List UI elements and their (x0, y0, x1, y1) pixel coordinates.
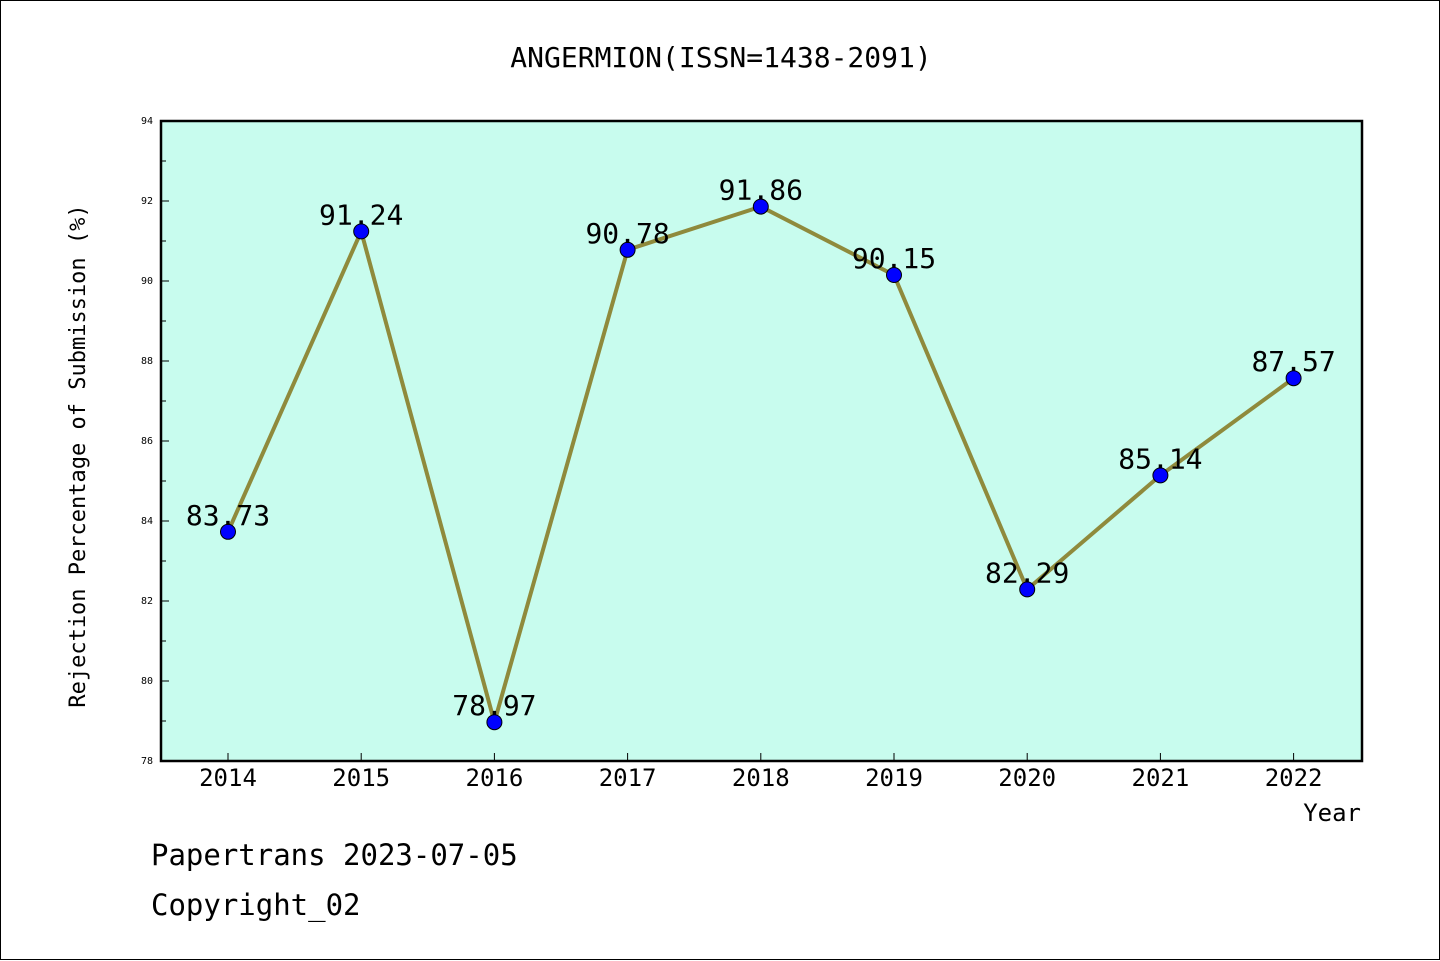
data-label: 85.14 (1118, 442, 1202, 475)
data-label: 83.73 (186, 499, 270, 532)
x-tick-label: 2019 (865, 764, 923, 792)
footer-copyright-text: Copyright_02 (151, 888, 361, 923)
data-label: 78.97 (452, 689, 536, 722)
y-axis-label: Rejection Percentage of Submission (%) (66, 204, 91, 707)
y-tick-label: 78 (141, 756, 153, 767)
data-label: 90.78 (585, 217, 669, 250)
data-point (220, 523, 236, 540)
y-tick-label: 82 (141, 596, 153, 607)
data-point (1152, 467, 1169, 484)
y-tick-label: 84 (141, 516, 153, 527)
y-tick-label: 92 (141, 196, 153, 207)
y-tick-label: 90 (141, 276, 153, 287)
x-tick-label: 2020 (998, 764, 1056, 792)
plot-border (159, 119, 1364, 763)
data-point (1019, 581, 1036, 598)
data-point (353, 223, 370, 240)
data-label: 82.29 (985, 556, 1069, 589)
x-tick-label: 2018 (732, 764, 790, 792)
y-axis: 78 80 82 84 86 88 90 92 94 (141, 116, 169, 767)
data-point (486, 714, 503, 731)
data-point (619, 241, 636, 258)
y-tick-label: 80 (141, 676, 153, 687)
data-point (752, 198, 769, 215)
y-tick-label: 94 (141, 116, 153, 127)
data-label: 91.86 (719, 174, 803, 207)
data-labels: 83.73 91.24 78.97 90.78 91.86 90.15 82.29 85.14… (186, 174, 1336, 723)
data-label: 87.57 (1251, 345, 1335, 378)
x-tick-label: 2015 (332, 764, 390, 792)
data-label: 91.24 (319, 198, 403, 231)
x-tick-label: 2022 (1265, 764, 1323, 792)
y-tick-label: 88 (141, 356, 153, 367)
x-tick-label: 2017 (599, 764, 657, 792)
x-tick-label: 2021 (1132, 764, 1190, 792)
data-point (1285, 370, 1302, 387)
data-point (886, 267, 902, 283)
footer-date-text: Papertrans 2023-07-05 (151, 838, 518, 872)
x-tick-label: 2014 (199, 764, 257, 792)
data-label: 90.15 (852, 242, 936, 275)
series-rejection-rate (220, 198, 1302, 731)
x-tick-label: 2016 (466, 764, 524, 792)
x-axis-label: Year (1303, 799, 1361, 827)
y-tick-label: 86 (141, 436, 153, 447)
x-axis: 2014 2015 2016 2017 2018 2019 2020 2021 2022 (199, 753, 1322, 792)
chart-title: ANGERMION(ISSN=1438-2091) (510, 41, 931, 74)
